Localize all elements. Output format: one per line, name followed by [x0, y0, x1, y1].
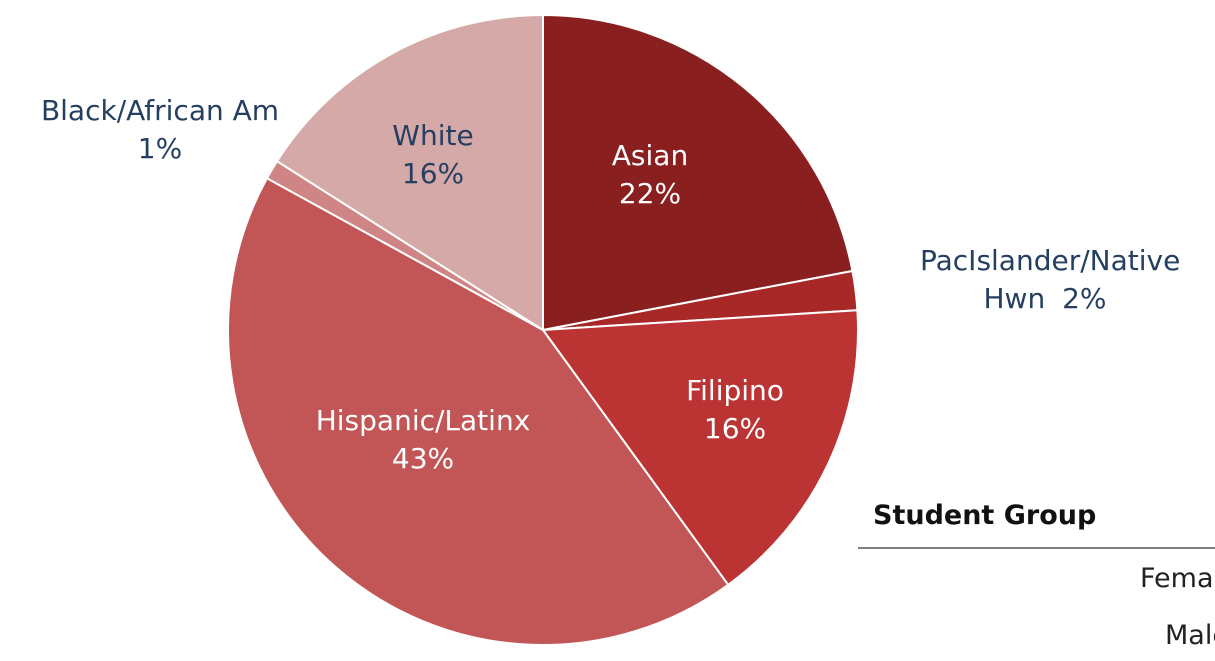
category-label: Hispanic/Latinx — [315, 404, 531, 437]
slice-label: Black/African Am 1% — [10, 92, 310, 168]
category-label: Asian — [611, 139, 689, 172]
pie-slice — [227, 176, 730, 646]
pie-slice — [542, 13, 854, 332]
slice-label: Filipino 16% — [585, 372, 885, 448]
pie-slice — [275, 13, 544, 332]
category-label: Filipino — [686, 374, 784, 407]
slice-label: Asian 22% — [500, 137, 800, 213]
value-label: 43% — [391, 442, 455, 475]
value-label: 2% — [1062, 282, 1107, 315]
value-label: 16% — [401, 157, 465, 190]
value-label: 1% — [137, 132, 183, 165]
category-label: PacIslander/Native Hwn — [920, 244, 1181, 315]
category-label: White — [392, 119, 474, 152]
slice-label: PacIslander/Native Hwn 2% — [920, 242, 1180, 318]
table-header: Student Group — [873, 500, 1097, 531]
value-label: 22% — [618, 177, 682, 210]
slice-label: White 16% — [283, 117, 583, 193]
slice-label: Hispanic/Latinx 43% — [273, 402, 573, 478]
pie-slice — [541, 309, 859, 587]
category-label: Black/African Am — [40, 94, 280, 127]
table-row: Female — [1140, 563, 1215, 594]
value-label: 16% — [703, 412, 767, 445]
table-row: Male — [1165, 620, 1215, 651]
